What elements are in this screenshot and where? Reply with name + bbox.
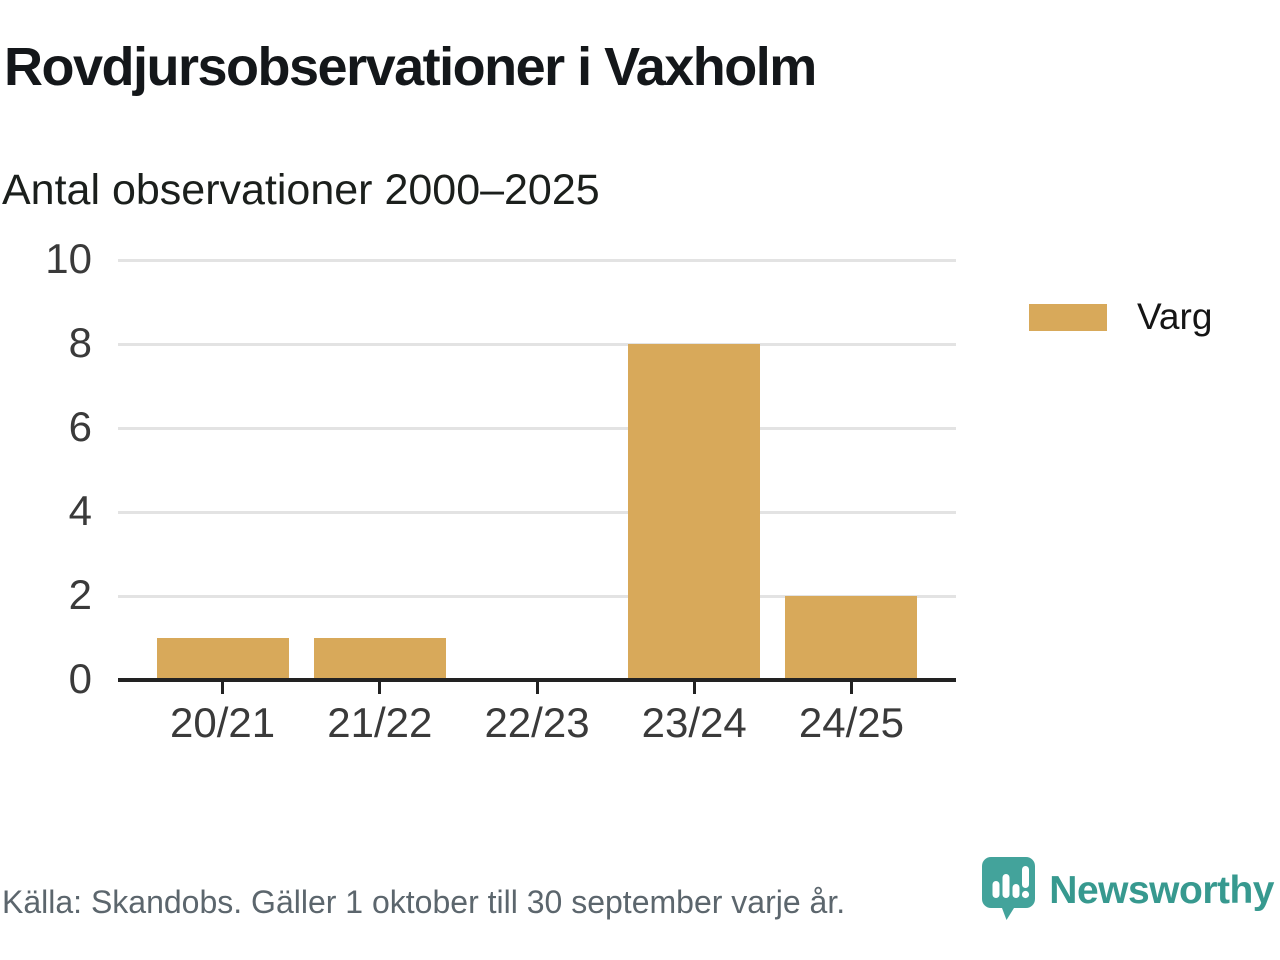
y-axis-tick-label: 8 bbox=[68, 319, 92, 367]
gridline bbox=[118, 510, 956, 514]
page-title: Rovdjursobservationer i Vaxholm bbox=[4, 37, 817, 97]
y-axis-tick-label: 0 bbox=[68, 655, 92, 703]
bar-slot bbox=[144, 260, 301, 680]
source-note: Källa: Skandobs. Gäller 1 oktober till 3… bbox=[2, 884, 846, 920]
newsworthy-wordmark: Newsworthy bbox=[1049, 869, 1274, 912]
y-axis-tick-label: 6 bbox=[68, 403, 92, 451]
bar bbox=[313, 638, 446, 680]
x-axis-tick-mark bbox=[849, 682, 853, 694]
x-axis-line bbox=[118, 678, 956, 682]
bar-slot bbox=[458, 260, 615, 680]
bars-container bbox=[118, 260, 956, 680]
newsworthy-logo: Newsworthy bbox=[981, 856, 1274, 926]
x-axis-tick-label: 22/23 bbox=[484, 699, 590, 746]
gridline bbox=[118, 342, 956, 346]
y-axis-tick-label: 4 bbox=[68, 487, 92, 535]
bar bbox=[785, 596, 918, 680]
bar bbox=[156, 638, 289, 680]
bar bbox=[628, 344, 761, 680]
x-axis-tick-label: 23/24 bbox=[641, 699, 747, 746]
x-axis-tick-cell bbox=[773, 682, 930, 694]
x-axis-tick-cell bbox=[301, 682, 458, 694]
x-axis-tick-cell bbox=[458, 682, 615, 694]
x-axis-labels: 20/21 21/22 22/23 23/24 24/25 bbox=[118, 699, 956, 746]
gridline bbox=[118, 426, 956, 430]
gridline bbox=[118, 258, 956, 262]
bar-slot bbox=[301, 260, 458, 680]
y-axis-labels: 0 2 4 6 8 10 bbox=[0, 238, 92, 700]
y-axis-tick-label: 10 bbox=[45, 235, 92, 283]
x-axis-tick-cell bbox=[144, 682, 301, 694]
x-axis-tick-cell bbox=[616, 682, 773, 694]
x-axis-tick-label: 24/25 bbox=[798, 699, 904, 746]
x-axis-tick-mark bbox=[378, 682, 382, 694]
bar-slot bbox=[616, 260, 773, 680]
chart-subtitle: Antal observationer 2000–2025 bbox=[2, 166, 600, 214]
x-axis-tick-mark bbox=[221, 682, 225, 694]
plot-area bbox=[118, 258, 956, 682]
gridline bbox=[118, 594, 956, 598]
legend: Varg bbox=[1029, 296, 1212, 338]
y-axis-tick-label: 2 bbox=[68, 571, 92, 619]
x-axis-tick-label: 20/21 bbox=[170, 699, 276, 746]
newsworthy-speech-bubble-chart-icon bbox=[981, 856, 1036, 926]
bar-chart: 0 2 4 6 8 10 20/21 21/22 22/23 23/24 24/25 bbox=[0, 238, 1280, 746]
x-axis-ticks bbox=[118, 682, 956, 694]
x-axis-tick-label: 21/22 bbox=[327, 699, 433, 746]
x-axis-tick-mark bbox=[692, 682, 696, 694]
bar-slot bbox=[773, 260, 930, 680]
x-axis-tick-mark bbox=[535, 682, 539, 694]
legend-swatch-varg bbox=[1029, 303, 1107, 331]
legend-label-varg: Varg bbox=[1137, 296, 1213, 337]
